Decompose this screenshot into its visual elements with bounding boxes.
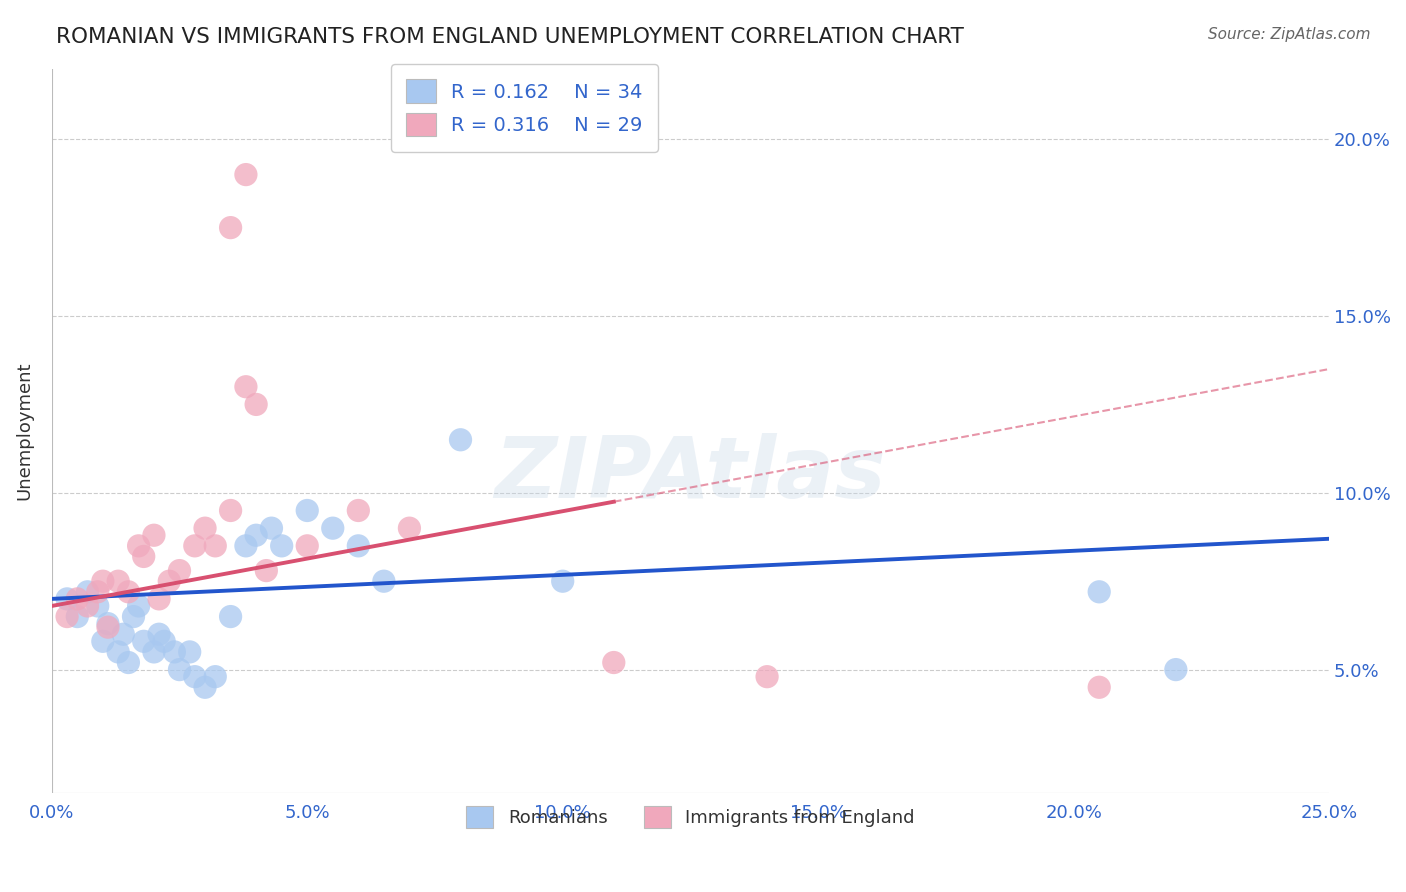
Point: [204, 670, 226, 684]
Point: [756, 670, 779, 684]
Point: [184, 670, 207, 684]
Point: [66, 591, 89, 606]
Point: [122, 609, 145, 624]
Point: [97, 620, 120, 634]
Point: [157, 574, 180, 589]
Point: [169, 564, 191, 578]
Point: [142, 528, 165, 542]
Point: [128, 599, 150, 613]
Point: [179, 645, 201, 659]
Point: [254, 564, 277, 578]
Point: [1088, 680, 1111, 694]
Point: [117, 656, 139, 670]
Point: [219, 503, 242, 517]
Point: [347, 539, 370, 553]
Text: ZIPAtlas: ZIPAtlas: [495, 433, 886, 516]
Point: [1164, 663, 1187, 677]
Point: [235, 539, 257, 553]
Point: [153, 634, 176, 648]
Point: [194, 521, 217, 535]
Point: [322, 521, 344, 535]
Point: [235, 380, 257, 394]
Point: [107, 645, 129, 659]
Point: [132, 634, 155, 648]
Point: [297, 539, 319, 553]
Point: [245, 528, 267, 542]
Point: [270, 539, 292, 553]
Point: [56, 609, 79, 624]
Point: [107, 574, 129, 589]
Point: [373, 574, 395, 589]
Point: [97, 616, 120, 631]
Point: [148, 591, 170, 606]
Point: [132, 549, 155, 564]
Point: [184, 539, 207, 553]
Point: [76, 599, 98, 613]
Point: [56, 591, 79, 606]
Point: [76, 584, 98, 599]
Point: [194, 680, 217, 694]
Legend: Romanians, Immigrants from England: Romanians, Immigrants from England: [458, 798, 922, 835]
Point: [245, 397, 267, 411]
Point: [260, 521, 283, 535]
Point: [235, 168, 257, 182]
Point: [219, 220, 242, 235]
Point: [603, 656, 626, 670]
Text: ROMANIAN VS IMMIGRANTS FROM ENGLAND UNEMPLOYMENT CORRELATION CHART: ROMANIAN VS IMMIGRANTS FROM ENGLAND UNEM…: [56, 27, 965, 46]
Point: [91, 574, 114, 589]
Point: [66, 609, 89, 624]
Point: [297, 503, 319, 517]
Point: [112, 627, 135, 641]
Point: [551, 574, 574, 589]
Point: [219, 609, 242, 624]
Point: [87, 584, 110, 599]
Y-axis label: Unemployment: Unemployment: [15, 361, 32, 500]
Point: [398, 521, 420, 535]
Point: [450, 433, 472, 447]
Point: [169, 663, 191, 677]
Point: [204, 539, 226, 553]
Point: [142, 645, 165, 659]
Point: [128, 539, 150, 553]
Point: [117, 584, 139, 599]
Text: Source: ZipAtlas.com: Source: ZipAtlas.com: [1208, 27, 1371, 42]
Point: [148, 627, 170, 641]
Point: [87, 599, 110, 613]
Point: [347, 503, 370, 517]
Point: [91, 634, 114, 648]
Point: [1088, 584, 1111, 599]
Point: [163, 645, 186, 659]
